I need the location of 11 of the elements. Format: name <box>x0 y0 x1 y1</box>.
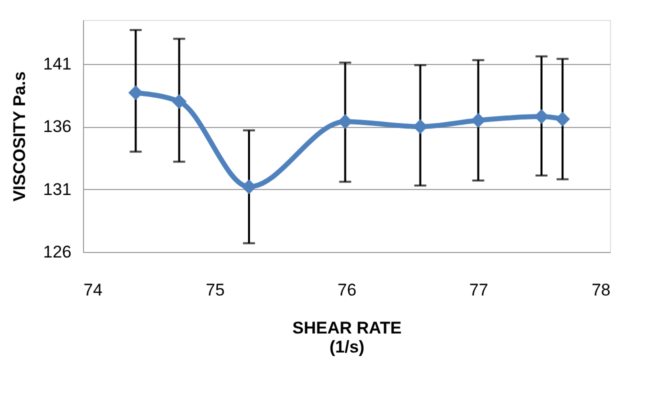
x-axis-title: SHEAR RATE (1/s) <box>292 318 402 356</box>
y-tick-label: 141 <box>43 54 72 74</box>
y-tick-label: 126 <box>43 242 72 262</box>
y-tick-label: 136 <box>43 117 72 136</box>
x-tick-label: 74 <box>84 280 102 300</box>
y-axis-title: VISCOSITY Pa.s <box>10 71 30 202</box>
x-tick-label: 75 <box>206 280 225 300</box>
x-tick-label: 78 <box>592 280 610 300</box>
y-tick-label: 131 <box>43 180 72 199</box>
x-tick-label: 76 <box>338 280 356 300</box>
x-tick-label: 77 <box>469 280 488 300</box>
